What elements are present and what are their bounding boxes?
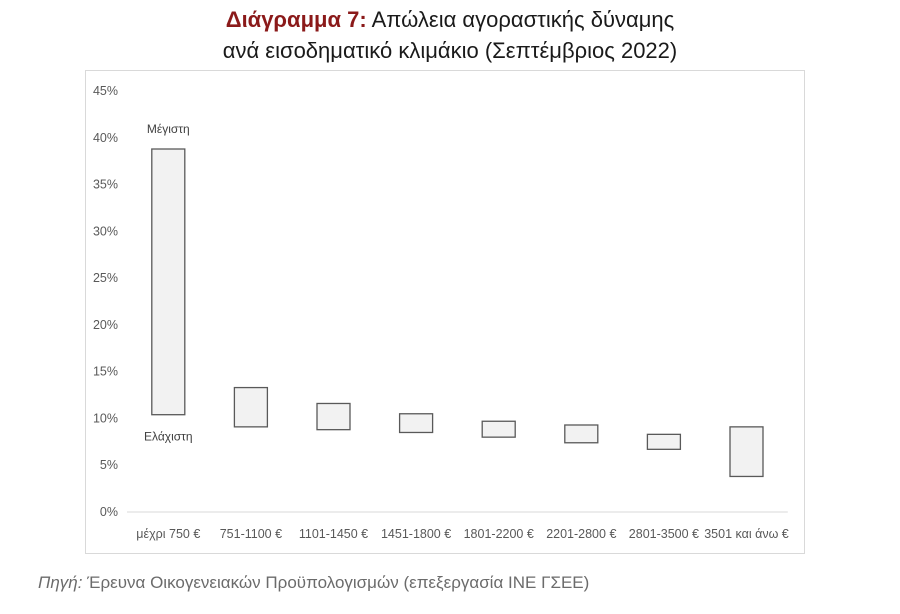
x-tick-label: 2201-2800 €	[546, 527, 616, 541]
annotation-min: Ελάχιστη	[144, 430, 193, 444]
range-bar	[646, 433, 682, 450]
x-tick-label: μέχρι 750 €	[136, 527, 200, 541]
y-tick-label: 10%	[93, 411, 118, 425]
range-bar	[398, 413, 434, 434]
y-tick-label: 15%	[93, 365, 118, 379]
source-label: Πηγή:	[38, 573, 83, 592]
title-line-2: ανά εισοδηματικό κλιμάκιο (Σεπτέμβριος 2…	[222, 38, 678, 63]
title-label: Διάγραμμα 7:	[225, 7, 367, 32]
chart-title: Διάγραμμα 7: Απώλεια αγοραστικής δύναμης…	[0, 4, 900, 66]
range-bar	[481, 420, 516, 438]
annotation-max: Μέγιστη	[147, 122, 190, 136]
x-tick-label: 1451-1800 €	[381, 527, 451, 541]
range-bar	[151, 148, 186, 416]
y-tick-label: 45%	[93, 84, 118, 98]
range-bar	[316, 402, 351, 431]
source-text: Έρευνα Οικογενειακών Προϋπολογισμών (επε…	[87, 573, 590, 592]
x-tick-label: 1101-1450 €	[299, 527, 368, 541]
y-tick-label: 30%	[93, 224, 118, 238]
title-line-1: Διάγραμμα 7: Απώλεια αγοραστικής δύναμης	[0, 4, 900, 35]
x-tick-label: 3501 και άνω €	[704, 527, 789, 541]
range-bar	[564, 424, 599, 444]
source-note: Πηγή: Έρευνα Οικογενειακών Προϋπολογισμώ…	[38, 573, 589, 593]
chart-area	[85, 70, 805, 554]
y-tick-label: 35%	[93, 178, 118, 192]
range-bar	[729, 426, 764, 478]
y-tick-label: 25%	[93, 271, 118, 285]
range-bar	[233, 386, 269, 428]
x-tick-label: 2801-3500 €	[629, 527, 699, 541]
x-tick-label: 1801-2200 €	[464, 527, 534, 541]
y-tick-label: 0%	[100, 505, 118, 519]
title-text: Απώλεια αγοραστικής δύναμης	[371, 7, 675, 32]
y-tick-label: 5%	[100, 458, 118, 472]
x-tick-label: 751-1100 €	[220, 527, 282, 541]
y-tick-label: 40%	[93, 131, 118, 145]
y-tick-label: 20%	[93, 318, 118, 332]
